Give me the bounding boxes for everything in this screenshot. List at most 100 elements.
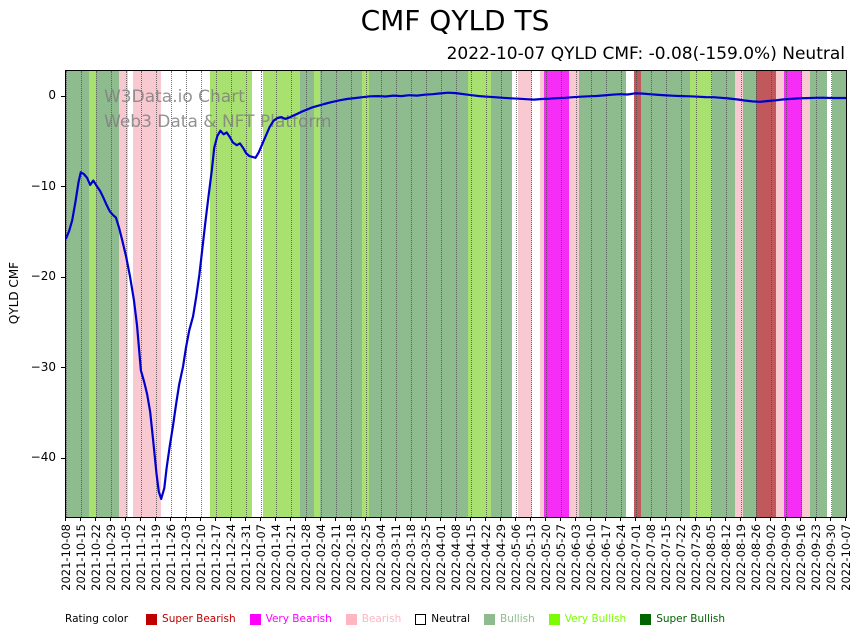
- gridline: [351, 71, 352, 517]
- x-tick-mark: [814, 517, 816, 521]
- y-tick-mark: [61, 186, 65, 188]
- rating-band-bullish: [743, 71, 757, 517]
- x-tick-label: 2022-08-26: [749, 524, 763, 591]
- x-tick-mark: [79, 517, 81, 521]
- x-tick-mark: [484, 517, 486, 521]
- x-tick-label: 2022-08-19: [734, 524, 748, 591]
- x-tick-mark: [514, 517, 516, 521]
- gridline: [606, 71, 607, 517]
- x-tick-label: 2022-05-27: [554, 524, 568, 591]
- legend-item-bullish: Bullish: [484, 613, 535, 625]
- x-tick-mark: [229, 517, 231, 521]
- legend-title: Rating color: [65, 613, 129, 625]
- x-tick-label: 2022-07-29: [689, 524, 703, 591]
- x-tick-mark: [319, 517, 321, 521]
- y-tick-label: −40: [30, 450, 56, 465]
- rating-band-bearish: [119, 71, 129, 517]
- x-tick-label: 2022-02-11: [329, 524, 343, 591]
- x-tick-mark: [439, 517, 441, 521]
- gridline: [306, 71, 307, 517]
- legend-label-very-bullish: Very Bullish: [564, 613, 627, 625]
- gridline: [126, 71, 127, 517]
- gridline: [846, 71, 847, 517]
- x-tick-label: 2022-09-16: [794, 524, 808, 591]
- legend-label-neutral: Neutral: [431, 613, 470, 625]
- x-tick-label: 2022-04-15: [464, 524, 478, 591]
- x-tick-mark: [64, 517, 66, 521]
- gridline: [321, 71, 322, 517]
- x-tick-mark: [664, 517, 666, 521]
- x-tick-label: 2022-08-12: [719, 524, 733, 591]
- legend-item-super-bullish: Super Bullish: [640, 613, 725, 625]
- x-tick-mark: [124, 517, 126, 521]
- gridline: [651, 71, 652, 517]
- x-tick-mark: [634, 517, 636, 521]
- x-tick-label: 2021-10-29: [104, 524, 118, 591]
- line-plot-svg: [66, 91, 846, 500]
- x-tick-label: 2021-10-15: [74, 524, 88, 591]
- gridline: [186, 71, 187, 517]
- gridline: [771, 71, 772, 517]
- gridline: [501, 71, 502, 517]
- x-tick-mark: [559, 517, 561, 521]
- x-tick-label: 2022-03-18: [404, 524, 418, 591]
- x-tick-mark: [304, 517, 306, 521]
- gridline: [591, 71, 592, 517]
- x-tick-label: 2022-08-05: [704, 524, 718, 591]
- x-tick-mark: [574, 517, 576, 521]
- watermark: W3Data.io Chart Web3 Data & NFT Platform: [104, 85, 332, 135]
- x-tick-mark: [349, 517, 351, 521]
- gridline: [381, 71, 382, 517]
- x-tick-label: 2021-12-03: [179, 524, 193, 591]
- rating-band-bullish: [320, 71, 363, 517]
- x-tick-mark: [364, 517, 366, 521]
- legend-label-super-bearish: Super Bearish: [162, 613, 236, 625]
- gridline: [531, 71, 532, 517]
- gridline: [756, 71, 757, 517]
- x-tick-mark: [604, 517, 606, 521]
- x-tick-label: 2022-02-04: [314, 524, 328, 591]
- x-tick-label: 2022-06-24: [614, 524, 628, 591]
- gridline: [261, 71, 262, 517]
- rating-band-very-bullish: [314, 71, 321, 517]
- x-tick-label: 2022-01-28: [299, 524, 313, 591]
- x-tick-label: 2021-12-24: [224, 524, 238, 591]
- x-tick-label: 2022-09-30: [824, 524, 838, 591]
- rating-band-bullish: [95, 71, 120, 517]
- x-tick-label: 2022-04-01: [434, 524, 448, 591]
- x-tick-mark: [214, 517, 216, 521]
- legend-label-bullish: Bullish: [500, 613, 535, 625]
- x-tick-mark: [754, 517, 756, 521]
- y-tick-label: −30: [30, 359, 56, 374]
- x-tick-label: 2021-12-10: [194, 524, 208, 591]
- rating-band-very-bullish: [467, 71, 492, 517]
- rating-band-bullish: [579, 71, 627, 517]
- x-tick-label: 2021-12-17: [209, 524, 223, 591]
- legend-label-super-bullish: Super Bullish: [656, 613, 726, 625]
- gridline: [291, 71, 292, 517]
- gridline: [96, 71, 97, 517]
- legend-swatch-neutral: [415, 613, 427, 625]
- gridline: [66, 71, 67, 517]
- x-tick-label: 2022-03-04: [374, 524, 388, 591]
- gridline: [171, 71, 172, 517]
- rating-band-neutral: [532, 71, 541, 517]
- x-tick-label: 2022-01-14: [269, 524, 283, 591]
- x-tick-label: 2022-04-29: [494, 524, 508, 591]
- rating-band-bearish: [802, 71, 811, 517]
- gridline: [576, 71, 577, 517]
- x-tick-mark: [394, 517, 396, 521]
- x-tick-mark: [154, 517, 156, 521]
- x-tick-label: 2022-09-09: [779, 524, 793, 591]
- rating-band-neutral: [251, 71, 263, 517]
- legend-swatch-bearish: [345, 613, 357, 625]
- rating-band-neutral: [512, 71, 519, 517]
- gridline: [111, 71, 112, 517]
- x-tick-label: 2022-05-06: [509, 524, 523, 591]
- x-tick-mark: [529, 517, 531, 521]
- rating-band-bearish: [540, 71, 545, 517]
- rating-band-very-bullish: [362, 71, 369, 517]
- x-tick-label: 2022-09-23: [809, 524, 823, 591]
- x-tick-label: 2022-10-07: [839, 524, 853, 591]
